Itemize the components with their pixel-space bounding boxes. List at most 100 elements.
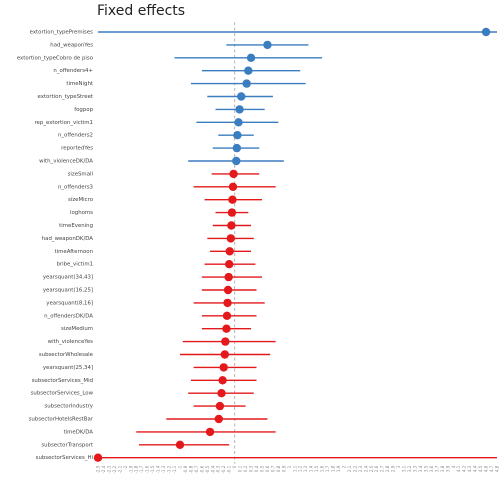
x-tick-label: 2.7 bbox=[380, 465, 385, 472]
x-tick-label: 4.6 bbox=[484, 465, 489, 472]
x-tick-label: -2.5 bbox=[96, 465, 101, 473]
y-tick-label: n_offenders3 bbox=[58, 184, 93, 190]
x-tick-label: 3.2 bbox=[407, 465, 412, 472]
x-tick-label: 4.5 bbox=[478, 465, 483, 472]
effect-point bbox=[93, 453, 103, 462]
effect-point bbox=[222, 324, 231, 333]
x-tick-label: -1.7 bbox=[139, 465, 144, 473]
y-tick-label: bribe_victim1 bbox=[56, 262, 93, 268]
effect-point bbox=[233, 131, 242, 140]
y-tick-label: extortion_typeCobro de piso bbox=[17, 55, 93, 61]
effect-point bbox=[222, 311, 232, 320]
x-tick-label: 2.9 bbox=[391, 465, 396, 472]
x-tick-label: 4.3 bbox=[467, 465, 472, 472]
effect-point bbox=[246, 53, 256, 62]
x-tick-label: 4.4 bbox=[473, 465, 478, 472]
effect-point bbox=[228, 182, 238, 191]
effect-point bbox=[232, 156, 241, 166]
x-tick-label: -0.9 bbox=[183, 465, 188, 473]
y-tick-label: timeDK/DA bbox=[64, 429, 94, 435]
y-tick-label: with_violenceDK/DA bbox=[39, 159, 93, 165]
x-tick-label: -1 bbox=[177, 465, 182, 469]
x-tick-label: -0.2 bbox=[221, 465, 226, 473]
x-tick-label: -2.4 bbox=[101, 465, 106, 473]
effect-point bbox=[227, 208, 237, 217]
y-tick-label: extortion_typeStreet bbox=[38, 94, 93, 100]
x-tick-label: 1.8 bbox=[331, 465, 336, 472]
y-tick-label: timeAfternoon bbox=[55, 249, 93, 255]
x-tick-label: -0.8 bbox=[188, 465, 193, 473]
x-tick-label: 3.4 bbox=[418, 465, 423, 472]
effect-point bbox=[223, 298, 232, 308]
y-tick-label: rep_extortion_victim1 bbox=[34, 120, 93, 126]
effect-point bbox=[218, 376, 227, 385]
x-tick-label: -0.4 bbox=[210, 465, 215, 473]
x-tick-label: 3.6 bbox=[429, 465, 434, 472]
x-tick-label: 1.4 bbox=[309, 465, 314, 472]
x-tick-label: -0.5 bbox=[205, 465, 210, 473]
chart-title: Fixed effects bbox=[97, 3, 186, 19]
x-tick-label: -1.6 bbox=[145, 465, 150, 473]
x-tick-label: -2.3 bbox=[106, 465, 111, 473]
x-tick-label: 0.1 bbox=[238, 465, 243, 472]
x-tick-label: -1.4 bbox=[156, 465, 161, 473]
effect-point bbox=[214, 414, 223, 424]
x-tick-label: -1.1 bbox=[172, 465, 177, 473]
x-tick-label: 1.3 bbox=[303, 465, 308, 472]
y-tick-label: subsectorServices_Mid bbox=[32, 378, 93, 384]
x-tick-label: 2.2 bbox=[352, 465, 357, 472]
y-tick-label: had_weaponDK/DA bbox=[42, 236, 94, 242]
effect-point bbox=[220, 350, 230, 359]
x-tick-label: 0.9 bbox=[281, 465, 286, 472]
x-tick-label: 0.3 bbox=[249, 465, 254, 472]
effect-point bbox=[221, 337, 230, 346]
y-tick-label: subsectorTransport bbox=[41, 442, 93, 448]
x-tick-label: 0.8 bbox=[276, 465, 281, 472]
x-tick-label: 0.2 bbox=[243, 465, 248, 472]
x-tick-label: 0.6 bbox=[265, 465, 270, 472]
y-tick-label: n_offendersDK/DA bbox=[44, 313, 93, 319]
effect-point bbox=[237, 92, 246, 101]
x-tick-label: 2.4 bbox=[363, 465, 368, 472]
x-tick-label: 3.5 bbox=[423, 465, 428, 472]
x-tick-label: -1.8 bbox=[134, 465, 139, 473]
x-tick-label: -0.6 bbox=[199, 465, 204, 473]
x-tick-label: 3 bbox=[396, 465, 401, 468]
y-tick-label: subsectorServices_Low bbox=[31, 391, 94, 397]
effect-point bbox=[224, 260, 234, 269]
x-tick-label: 3.7 bbox=[434, 465, 439, 472]
x-tick-label: 4.8 bbox=[495, 465, 500, 472]
y-tick-label: with_violenceYes bbox=[48, 339, 94, 345]
x-tick-label: -1.9 bbox=[128, 465, 133, 473]
y-tick-label: subsectorIndustry bbox=[44, 404, 93, 410]
x-tick-label: 1 bbox=[287, 465, 292, 468]
x-tick-label: 1.2 bbox=[298, 465, 303, 472]
effect-point bbox=[263, 40, 272, 50]
x-tick-label: 2.6 bbox=[374, 465, 379, 472]
y-tick-label: n_offenders4+ bbox=[53, 68, 93, 74]
y-tick-label: subsectorWholesale bbox=[39, 352, 94, 358]
x-tick-label: 2.1 bbox=[347, 465, 352, 472]
x-tick-label: 2.3 bbox=[358, 465, 363, 472]
x-tick-label: 4.7 bbox=[489, 465, 494, 472]
effect-point bbox=[234, 118, 243, 127]
x-tick-label: -0.3 bbox=[216, 465, 221, 473]
x-tick-label: 2 bbox=[341, 465, 346, 468]
y-tick-label: sizeSmall bbox=[68, 171, 93, 177]
x-tick-label: -2.1 bbox=[117, 465, 122, 473]
x-tick-label: 0.4 bbox=[254, 465, 259, 472]
x-tick-label: 0.5 bbox=[259, 465, 264, 472]
y-tick-label: subsectorHotelsRestBar bbox=[29, 417, 94, 423]
x-tick-label: 4.2 bbox=[462, 465, 467, 472]
effect-point bbox=[229, 169, 238, 179]
x-tick-label: 1.9 bbox=[336, 465, 341, 472]
x-tick-label: 1.7 bbox=[325, 465, 330, 472]
y-tick-label: sizeMicro bbox=[68, 197, 93, 203]
x-tick-label: -1.3 bbox=[161, 465, 166, 473]
x-tick-label: 0 bbox=[232, 465, 237, 468]
effect-point bbox=[219, 363, 228, 372]
y-tick-label: yearsquant(25,34] bbox=[43, 365, 93, 371]
y-tick-label: timeEvening bbox=[59, 223, 93, 229]
x-tick-label: -0.1 bbox=[227, 465, 232, 473]
